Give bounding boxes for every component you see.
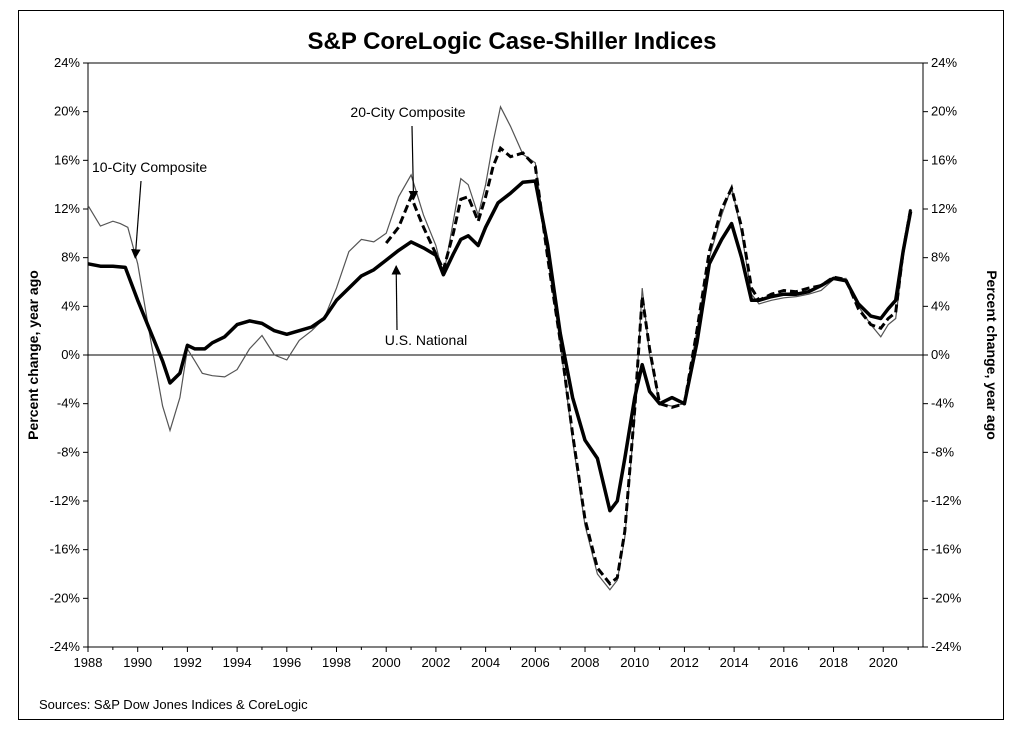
plot-area: -24% -24% -20% -20% -16% -16% -12% -12% -8% -8% -4… (50, 55, 962, 670)
y-tick-label-left: 8% (61, 250, 80, 265)
y-tick-label-right: -12% (931, 493, 962, 508)
series-line-10-city-composite (87, 105, 912, 591)
chart-frame: S&P CoreLogic Case-Shiller Indices Perce… (18, 10, 1004, 720)
y-tick-label-left: -20% (50, 590, 81, 605)
x-tick-label: 2020 (869, 655, 898, 670)
y-tick-label-left: 20% (54, 104, 80, 119)
y-tick-label-right: 0% (931, 347, 950, 362)
x-tick-label: 1998 (322, 655, 351, 670)
y-tick-label-left: -4% (57, 396, 81, 411)
x-tick-label: 1988 (74, 655, 103, 670)
y-tick-label-right: -16% (931, 542, 962, 557)
series-line-u-s-national (87, 179, 913, 513)
x-tick-label: 2006 (521, 655, 550, 670)
y-tick-label-right: 8% (931, 250, 950, 265)
x-tick-label: 1992 (173, 655, 202, 670)
y-tick-label-left: 16% (54, 152, 80, 167)
y-tick-label-left: -16% (50, 542, 81, 557)
y-tick-label-right: -24% (931, 639, 962, 654)
y-tick-label-right: 12% (931, 201, 957, 216)
y-tick-label-right: -20% (931, 590, 962, 605)
x-tick-label: 2012 (670, 655, 699, 670)
y-tick-label-right: 20% (931, 104, 957, 119)
x-tick-label: 2004 (471, 655, 500, 670)
annotation-arrow-10-city-composite (131, 180, 142, 259)
annotation-arrow-20-city-composite (408, 125, 419, 201)
y-tick-label-left: 4% (61, 298, 80, 313)
source-note: Sources: S&P Dow Jones Indices & CoreLog… (39, 697, 308, 712)
x-tick-label: 2000 (372, 655, 401, 670)
x-tick-label: 2016 (769, 655, 798, 670)
chart-title: S&P CoreLogic Case-Shiller Indices (307, 28, 716, 55)
y-tick-label-right: 4% (931, 298, 950, 313)
x-tick-label: 2018 (819, 655, 848, 670)
y-tick-label-right: 16% (931, 152, 957, 167)
x-tick-label: 2002 (421, 655, 450, 670)
y-tick-label-right: -8% (931, 444, 955, 459)
x-tick-label: 1994 (223, 655, 252, 670)
chart-svg: S&P CoreLogic Case-Shiller Indices Perce… (25, 28, 1000, 712)
x-tick-label: 1996 (272, 655, 301, 670)
x-tick-label: 2014 (720, 655, 749, 670)
annotation-label-u-s-national: U.S. National (385, 332, 467, 348)
y-tick-label-left: -24% (50, 639, 81, 654)
right-y-axis-title: Percent change, year ago (984, 270, 1000, 440)
x-tick-label: 2008 (571, 655, 600, 670)
y-tick-label-left: 12% (54, 201, 80, 216)
annotation-label-10-city-composite: 10-City Composite (92, 159, 207, 175)
annotation-label-20-city-composite: 20-City Composite (350, 104, 465, 120)
y-tick-label-left: -12% (50, 493, 81, 508)
y-tick-label-right: 24% (931, 55, 957, 70)
y-tick-label-left: 0% (61, 347, 80, 362)
x-tick-label: 2010 (620, 655, 649, 670)
x-tick-label: 1990 (123, 655, 152, 670)
left-y-axis-title: Percent change, year ago (25, 270, 41, 440)
y-tick-label-left: 24% (54, 55, 80, 70)
y-tick-label-right: -4% (931, 396, 955, 411)
series-line-20-city-composite (385, 145, 913, 586)
annotation-arrow-u-s-national (391, 264, 402, 331)
y-tick-label-left: -8% (57, 444, 81, 459)
